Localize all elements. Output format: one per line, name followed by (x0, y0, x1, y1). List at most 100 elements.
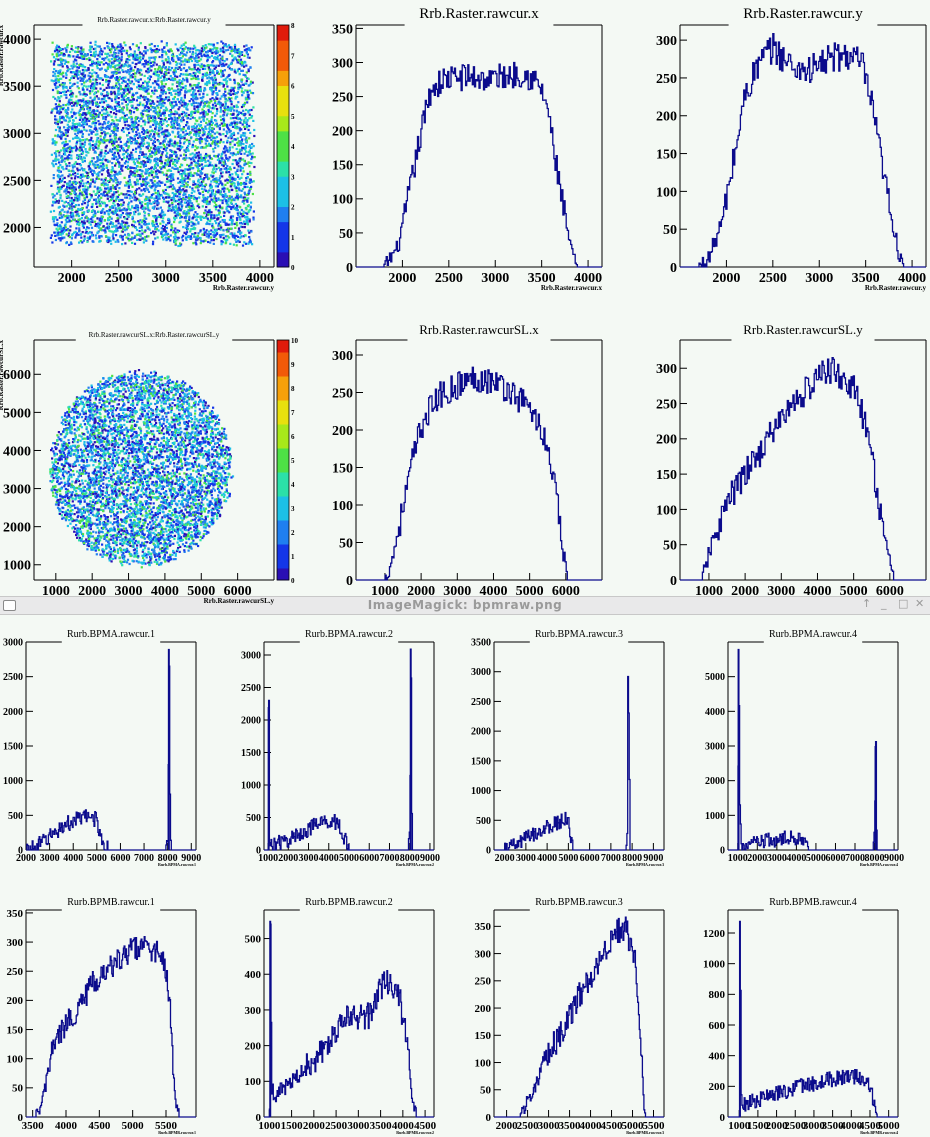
y-tick-label: 2500 (241, 683, 261, 694)
chart-title: Rurb.BPMB.rawcur.3 (535, 897, 623, 908)
x-tick-label: 3000 (767, 584, 795, 599)
x-tick-label: 2000 (78, 584, 106, 599)
window-menu-icon[interactable] (3, 600, 16, 611)
x-tick-label: 2500 (517, 1120, 540, 1132)
chart-title: Rrb.Raster.rawcur.x (419, 6, 539, 22)
x-axis-title: Rurb.BPMA.rawcur.4 (860, 862, 898, 867)
y-tick-label: 200 (656, 433, 677, 448)
z-tick-label: 6 (291, 83, 295, 91)
x-tick-label: 2500 (105, 271, 133, 286)
x-tick-label: 3500 (199, 271, 227, 286)
x-axis-title: Rurb.BPMA.rawcur.2 (396, 862, 434, 867)
y-tick-label: 200 (709, 1081, 726, 1093)
x-tick-label: 5000 (558, 853, 578, 864)
heatmap-cells (49, 369, 235, 569)
y-tick-label: 2000 (3, 521, 31, 536)
y-tick-label: 6000 (3, 368, 31, 383)
color-bar-segment (277, 532, 289, 545)
color-bar-segment (277, 520, 289, 533)
y-tick-label: 300 (475, 948, 492, 960)
z-tick-label: 9 (291, 361, 295, 369)
histogram-line (494, 916, 664, 1118)
color-bar-segment (277, 100, 289, 117)
x-tick-label: 6000 (110, 853, 130, 864)
x-tick-label: 2000 (58, 271, 86, 286)
window-up-icon[interactable]: ↑ (862, 597, 872, 610)
y-tick-label: 0 (670, 261, 677, 276)
window-title: ImageMagick: bpmraw.png (367, 598, 563, 612)
y-tick-label: 150 (656, 468, 677, 483)
x-tick-label: 3000 (516, 853, 536, 864)
x-tick-label: 1000 (728, 1120, 751, 1132)
z-tick-label: 0 (291, 264, 295, 272)
x-tick-label: 2000 (278, 853, 298, 864)
x-tick-label: 5000 (187, 584, 215, 599)
y-tick-label: 3500 (3, 80, 31, 95)
x-tick-label: 1000 (258, 853, 278, 864)
y-tick-label: 3000 (3, 127, 31, 142)
imagemagick-title-bar[interactable]: ImageMagick: bpmraw.png ↑ _ □ ✕ (0, 596, 930, 615)
color-bar-segment (277, 352, 289, 365)
histogram-line (264, 677, 434, 851)
y-axis-title: Rrb.Raster.rawcur.x (0, 25, 5, 87)
histogram-line (728, 704, 898, 851)
y-axis-title: Rrb.Raster.rawcurSL.x (0, 340, 5, 411)
y-tick-label: 0 (256, 1112, 262, 1124)
x-tick-label: 5000 (516, 584, 544, 599)
y-tick-label: 350 (332, 22, 353, 37)
x-tick-label: 2000 (303, 1120, 326, 1132)
y-tick-label: 150 (7, 1024, 24, 1036)
x-tick-label: 5000 (840, 584, 868, 599)
y-tick-label: 2000 (3, 221, 31, 236)
series-line (356, 61, 602, 268)
x-tick-label: 4000 (786, 853, 806, 864)
z-tick-label: 7 (291, 409, 295, 417)
series-line (728, 920, 898, 1118)
plot-frame (727, 641, 899, 851)
histogram-line (728, 989, 898, 1118)
x-tick-label: 7000 (845, 853, 865, 864)
color-bar-segment (277, 191, 289, 207)
plot-frame (493, 641, 665, 851)
color-bar-segment (277, 568, 289, 581)
histogram-line (356, 366, 602, 581)
y-tick-label: 5000 (3, 406, 31, 421)
x-tick-label: 3000 (481, 271, 509, 286)
raster-x-plot: Rrb.Raster.rawcur.x 2000 2500 3000 3500 4000 0… (332, 6, 603, 292)
histogram-line (26, 935, 196, 1118)
x-tick-label: 3500 (559, 1120, 582, 1132)
y-tick-label: 2500 (471, 697, 491, 708)
x-tick-label: 6000 (552, 584, 580, 599)
y-tick-label: 3000 (705, 742, 725, 753)
minimize-button[interactable]: _ (881, 597, 887, 610)
y-tick-label: 500 (246, 813, 261, 824)
y-tick-label: 500 (476, 816, 491, 827)
chart-title: Rurb.BPMA.rawcur.1 (67, 629, 155, 640)
x-tick-label: 4000 (246, 271, 274, 286)
y-tick-label: 400 (245, 969, 262, 981)
y-tick-label: 250 (656, 397, 677, 412)
y-tick-label: 600 (709, 1020, 726, 1032)
plot-frame (727, 909, 899, 1118)
series-line (264, 648, 434, 851)
color-bar-segment (277, 176, 289, 192)
close-button[interactable]: ✕ (915, 597, 925, 610)
y-tick-label: 2500 (3, 174, 31, 189)
maximize-button[interactable]: □ (898, 597, 909, 610)
color-bar-segment (277, 25, 289, 41)
z-tick-label: 5 (291, 113, 295, 121)
x-tick-label: 9000 (643, 853, 663, 864)
x-tick-label: 3000 (299, 853, 319, 864)
heatmap-cells (49, 40, 256, 248)
y-tick-label: 100 (245, 1076, 262, 1088)
color-bar-segment (277, 472, 289, 485)
y-tick-label: 1000 (241, 781, 261, 792)
x-tick-label: 4000 (898, 271, 926, 286)
y-tick-label: 1000 (703, 959, 726, 971)
z-tick-label: 0 (291, 577, 295, 585)
z-tick-label: 1 (291, 553, 295, 561)
x-tick-label: 4500 (414, 1120, 437, 1132)
